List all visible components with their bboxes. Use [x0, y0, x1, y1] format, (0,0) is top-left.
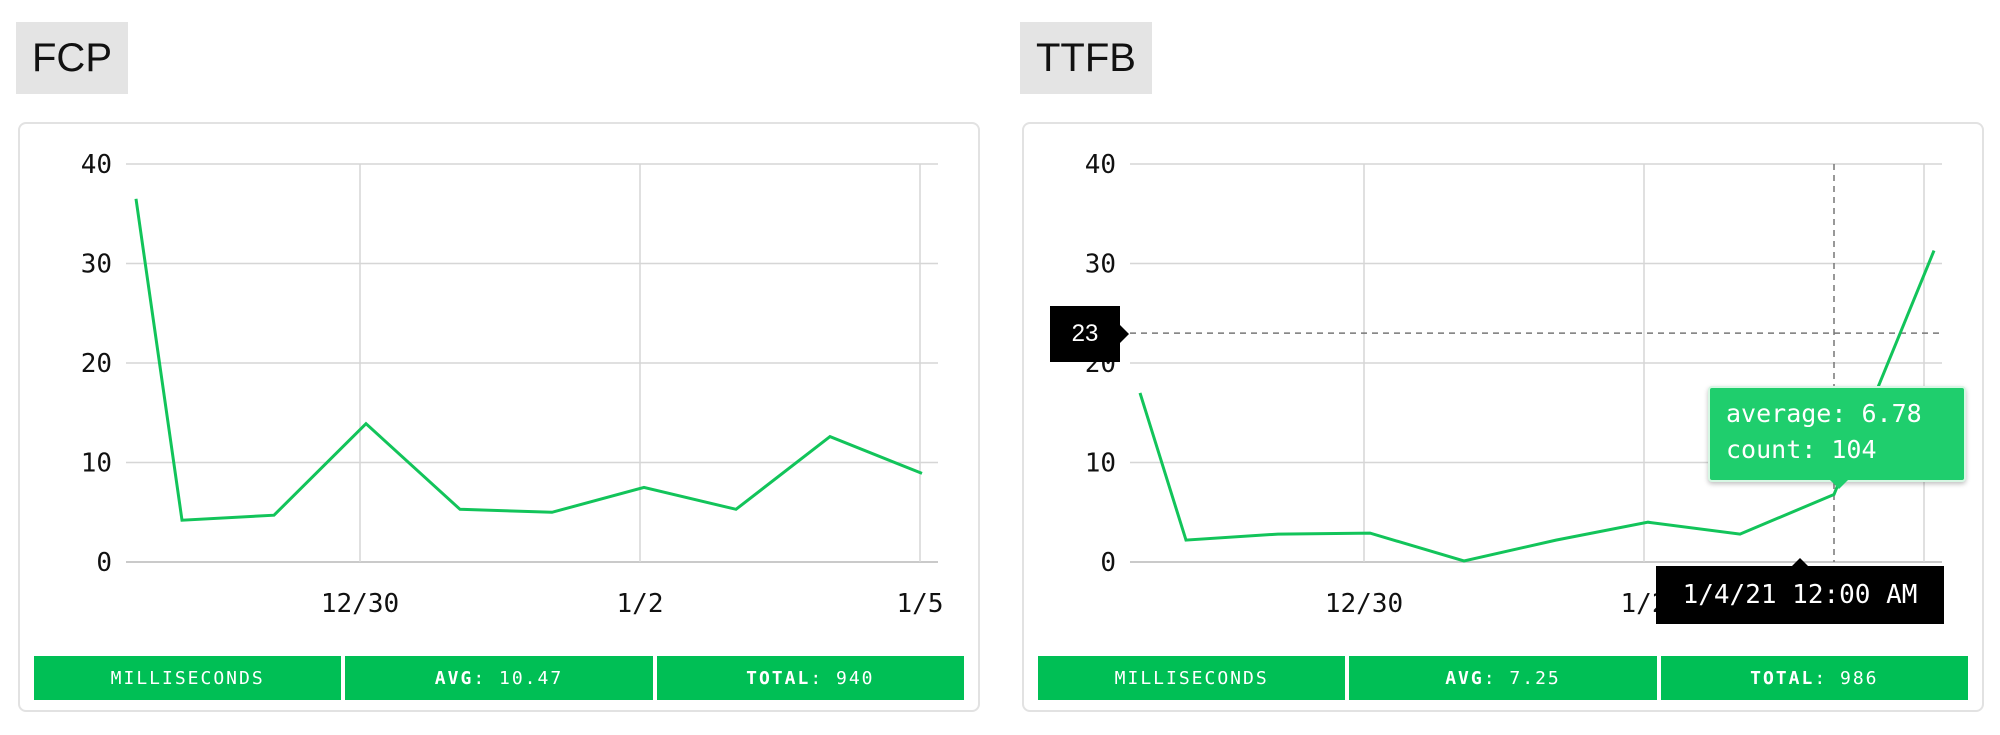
avg-label: AVG	[434, 667, 474, 689]
stats-bar: MILLISECONDS AVG: 7.25 TOTAL: 986	[1038, 656, 1968, 700]
avg-separator: :	[473, 667, 499, 689]
total-separator: :	[1814, 667, 1840, 689]
avg-separator: :	[1483, 667, 1510, 689]
data-point	[642, 485, 646, 489]
y-tick-label: 30	[81, 250, 112, 280]
crosshair-y-badge: 23	[1050, 306, 1129, 362]
data-point	[1832, 493, 1836, 497]
y-tick-label: 20	[81, 349, 112, 379]
panel-title: TTFB	[1020, 22, 1152, 94]
fcp-line-chart[interactable]: 0 10 20 30 40 12/30 1/2 1/5	[20, 124, 982, 644]
series-line	[134, 198, 923, 522]
stats-bar: MILLISECONDS AVG: 10.47 TOTAL: 940	[34, 656, 964, 700]
series-line	[1138, 250, 1936, 563]
total-label: TOTAL	[746, 667, 811, 689]
x-tick-label: 12/30	[1325, 589, 1403, 619]
unit-stat: MILLISECONDS	[34, 656, 342, 700]
avg-value: 7.25	[1509, 667, 1561, 689]
data-point	[1738, 532, 1742, 536]
chart-card: 0 10 20 30 40 12/30 1/2 1/5 MILLISECONDS AVG: 1…	[18, 122, 980, 712]
y-tick-label: 40	[1085, 150, 1116, 180]
data-point	[1462, 559, 1466, 563]
total-value: 940	[836, 667, 875, 689]
avg-value: 10.47	[499, 667, 564, 689]
y-tick-label: 10	[1085, 449, 1116, 479]
y-tick-label: 0	[1100, 548, 1116, 578]
x-tick-label: 1/2	[617, 589, 664, 619]
unit-label: MILLISECONDS	[110, 667, 265, 689]
data-point	[550, 510, 554, 514]
fcp-panel: FCP 0 10 20 30 40 12/30 1/2 1/5 MILLISECONDS AV…	[16, 0, 996, 735]
total-stat: TOTAL: 986	[1660, 656, 1968, 700]
y-tick-label: 10	[81, 449, 112, 479]
x-tick-label: 12/30	[321, 589, 399, 619]
tooltip-average: average: 6.78	[1726, 399, 1922, 428]
data-point	[1368, 531, 1372, 535]
data-point	[1932, 249, 1936, 253]
total-label: TOTAL	[1750, 667, 1815, 689]
total-stat: TOTAL: 940	[656, 656, 964, 700]
data-point	[180, 518, 184, 522]
panel-title: FCP	[16, 22, 128, 94]
avg-stat: AVG: 7.25	[1349, 656, 1657, 700]
data-point	[920, 471, 924, 475]
data-point	[458, 507, 462, 511]
crosshair-tooltip: average: 6.78 count: 104	[1708, 386, 1966, 489]
data-point	[272, 513, 276, 517]
data-point	[364, 422, 368, 426]
unit-label: MILLISECONDS	[1114, 667, 1269, 689]
total-value: 986	[1840, 667, 1879, 689]
y-tick-label: 0	[96, 548, 112, 578]
data-point	[1184, 538, 1188, 542]
unit-stat: MILLISECONDS	[1038, 656, 1346, 700]
total-separator: :	[810, 667, 836, 689]
y-tick-label: 40	[81, 150, 112, 180]
y-tick-label: 30	[1085, 250, 1116, 280]
avg-label: AVG	[1445, 667, 1484, 689]
data-point	[134, 197, 138, 201]
avg-stat: AVG: 10.47	[345, 656, 653, 700]
data-point	[1646, 520, 1650, 524]
x-tick-label: 1/5	[897, 589, 944, 619]
data-point	[1554, 538, 1558, 542]
data-point	[1138, 391, 1142, 395]
data-point	[1276, 532, 1280, 536]
ttfb-panel: TTFB 0 10 20 30 40 12/30 1/2 MILLISECONDS AVG:…	[1020, 0, 2000, 735]
data-point	[734, 507, 738, 511]
crosshair-x-badge: 1/4/21 12:00 AM	[1656, 558, 1944, 624]
tooltip-count: count: 104	[1726, 435, 1877, 464]
data-point	[828, 435, 832, 439]
